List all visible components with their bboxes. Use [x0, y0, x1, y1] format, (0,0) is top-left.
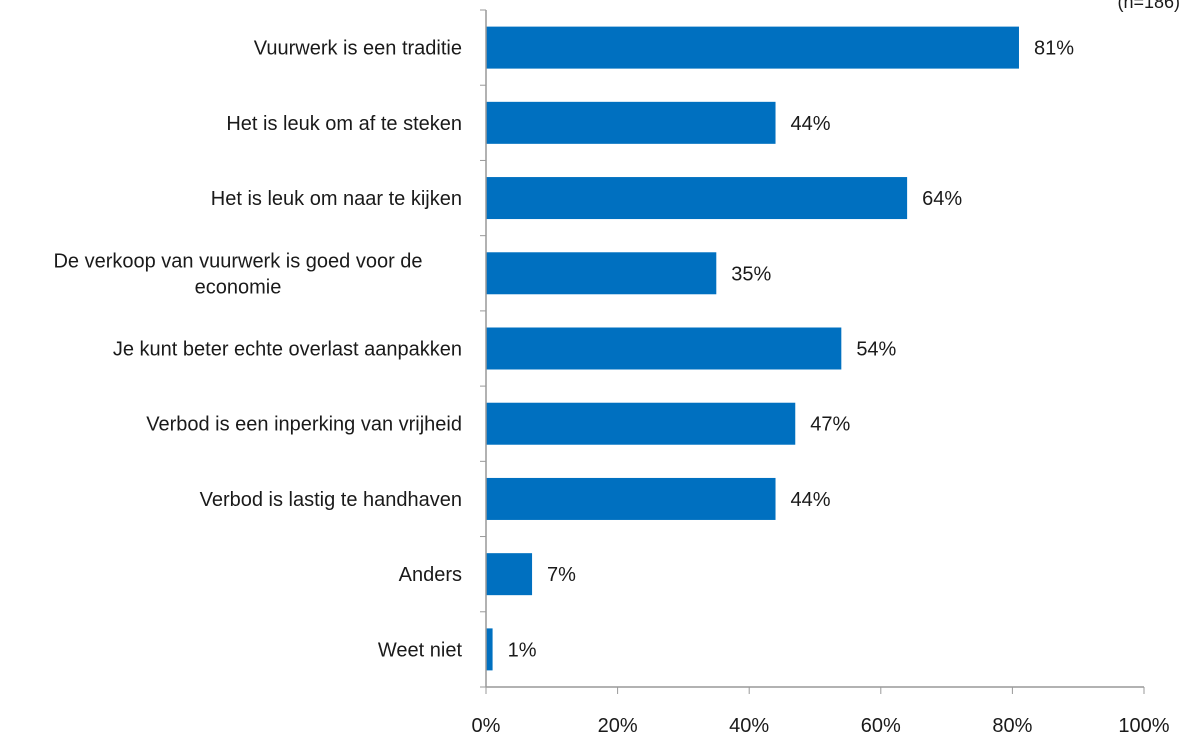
bar-7	[486, 553, 533, 596]
category-label-line: Het is leuk om naar te kijken	[211, 188, 462, 210]
category-label-line: Vuurwerk is een traditie	[254, 38, 462, 60]
category-label-0: Vuurwerk is een traditie	[254, 38, 462, 60]
x-tick-label-4: 80%	[992, 715, 1032, 733]
category-label-line: Weet niet	[378, 639, 463, 661]
category-label-line: economie	[195, 276, 282, 298]
value-labels-group: 81% 44% 64% 35% 54% 47% 44% 7% 1%	[508, 38, 1075, 662]
bar-1	[486, 101, 776, 144]
x-tick-label-3: 60%	[861, 715, 901, 733]
bar-4	[486, 327, 842, 370]
category-label-line: Je kunt beter echte overlast aanpakken	[113, 339, 462, 361]
value-label-3: 35%	[731, 263, 771, 285]
category-label-2: Het is leuk om naar te kijken	[211, 188, 462, 210]
category-label-line: De verkoop van vuurwerk is goed voor de	[53, 250, 422, 272]
bar-2	[486, 177, 908, 220]
category-label-line: Verbod is een inperking van vrijheid	[146, 414, 462, 436]
axes-group: 0% 20% 40% 60% 80% 100%	[472, 9, 1170, 733]
value-label-1: 44%	[791, 113, 831, 135]
category-label-line: Het is leuk om af te steken	[226, 113, 462, 135]
bar-5	[486, 402, 796, 445]
value-label-0: 81%	[1034, 38, 1074, 60]
x-tick-label-2: 40%	[729, 715, 769, 733]
bar-3	[486, 252, 717, 295]
category-label-4: Je kunt beter echte overlast aanpakken	[113, 339, 462, 361]
category-label-8: Weet niet	[378, 639, 463, 661]
bar-0	[486, 26, 1019, 69]
value-label-5: 47%	[810, 414, 850, 436]
x-tick-label-0: 0%	[472, 715, 501, 733]
bar-6	[486, 477, 776, 520]
bars-group	[486, 26, 1019, 671]
category-labels-group: Vuurwerk is een traditie Het is leuk om a…	[53, 38, 462, 662]
x-tick-label-1: 20%	[598, 715, 638, 733]
category-label-6: Verbod is lastig te handhaven	[200, 489, 462, 511]
category-label-line: Verbod is lastig te handhaven	[200, 489, 462, 511]
bar-8	[486, 628, 493, 671]
category-label-3: De verkoop van vuurwerk is goed voor de e…	[53, 250, 422, 298]
value-label-7: 7%	[547, 564, 576, 586]
category-label-1: Het is leuk om af te steken	[226, 113, 462, 135]
value-label-4: 54%	[856, 339, 896, 361]
value-label-6: 44%	[791, 489, 831, 511]
x-tick-label-5: 100%	[1118, 715, 1169, 733]
category-label-line: Anders	[399, 564, 462, 586]
sample-size-note: (n=186)	[1117, 0, 1180, 12]
value-label-8: 1%	[508, 639, 537, 661]
category-label-7: Anders	[399, 564, 462, 586]
value-label-2: 64%	[922, 188, 962, 210]
category-label-5: Verbod is een inperking van vrijheid	[146, 414, 462, 436]
